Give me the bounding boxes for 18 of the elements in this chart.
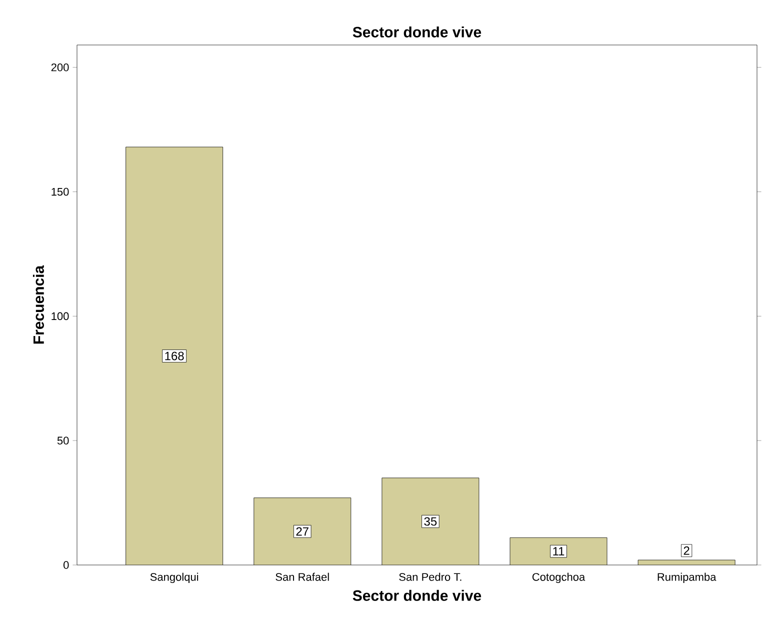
- y-tick-label: 150: [52, 188, 69, 196]
- x-axis-title: Sector donde vive: [352, 590, 482, 601]
- data-label: 11: [553, 547, 564, 556]
- x-tick-label: Cotogchoa: [532, 572, 586, 584]
- y-tick-label: 0: [64, 561, 69, 569]
- y-axis-title: Frecuencia: [32, 265, 44, 344]
- data-label: 2: [684, 546, 690, 555]
- y-tick-label: 200: [51, 64, 69, 72]
- data-label: 35: [424, 517, 437, 526]
- y-tick-label: 50: [57, 436, 69, 444]
- x-tick-label: San Rafael: [276, 572, 329, 581]
- x-tick-label: Sangolqui: [150, 572, 198, 584]
- chart-title: Sector donde vive: [352, 26, 482, 38]
- x-tick-label: San Pedro T.: [399, 572, 462, 581]
- data-label: 27: [296, 527, 308, 536]
- x-tick-label: Rumipamba: [658, 572, 716, 584]
- data-label: 168: [165, 352, 184, 360]
- y-tick-label: 100: [52, 312, 69, 320]
